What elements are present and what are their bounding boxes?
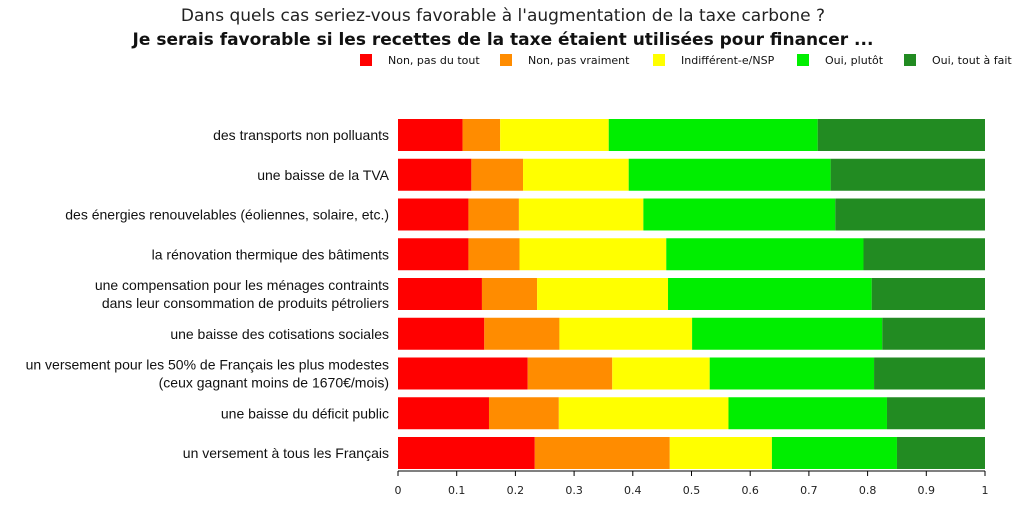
bar-segment [835, 198, 985, 231]
category-label: un versement pour les 50% de Français le… [26, 357, 389, 391]
x-tick-label: 1 [982, 484, 989, 497]
x-tick-label: 0.3 [565, 484, 583, 497]
bar-segment [874, 357, 985, 390]
bar-segment [471, 158, 524, 191]
x-tick-label: 0.2 [507, 484, 525, 497]
category-labels: des transports non polluants une baisse d… [26, 127, 390, 461]
bar-segment [728, 397, 887, 430]
bar-segment [398, 119, 463, 151]
bar-segment [863, 238, 985, 271]
legend-swatch [360, 54, 372, 66]
bar-segment [871, 278, 985, 310]
chart-subtitle: Je serais favorable si les recettes de l… [132, 30, 874, 50]
bar-segment [398, 158, 472, 191]
x-axis: 0 0.1 0.2 0.3 0.4 0.5 0.6 0.7 0.8 0.9 1 [395, 470, 989, 497]
category-label: la rénovation thermique des bâtiments [152, 246, 389, 262]
bar-segment [608, 119, 818, 151]
x-tick-label: 0.1 [448, 484, 466, 497]
bar-segment [518, 198, 644, 231]
bar-segment [771, 437, 897, 469]
bar-segment [398, 198, 469, 231]
bar-segment [882, 317, 985, 350]
bar-segment [559, 317, 693, 350]
legend-label: Indifférent-e/NSP [681, 54, 775, 67]
category-label: des transports non polluants [213, 127, 389, 143]
bar-segment [643, 198, 836, 231]
bar-segment [668, 278, 872, 310]
legend-label: Non, pas vraiment [528, 54, 630, 67]
category-label: une compensation pour les ménages contra… [95, 277, 389, 311]
bar-segment [830, 158, 985, 191]
bar-segment [462, 119, 501, 151]
bar-segment [519, 238, 667, 271]
bar-segment [886, 397, 985, 430]
x-tick-label: 0.4 [624, 484, 642, 497]
legend-swatch [904, 54, 916, 66]
bar-segment [398, 278, 482, 310]
legend-swatch [653, 54, 665, 66]
bar-segment [398, 317, 485, 350]
bar-segment [896, 437, 985, 469]
legend-swatch [797, 54, 809, 66]
legend-label: Oui, tout à fait [932, 54, 1012, 67]
bar-segment [669, 437, 772, 469]
category-label: une baisse du déficit public [221, 405, 389, 421]
x-tick-label: 0.5 [683, 484, 701, 497]
x-tick-label: 0.6 [741, 484, 759, 497]
bar-segment [481, 278, 538, 310]
legend: Non, pas du tout Non, pas vraiment Indiffé… [360, 54, 1012, 67]
bar-segment [612, 357, 710, 390]
bar-segment [628, 158, 831, 191]
chart-title: Dans quels cas seriez-vous favorable à l… [180, 6, 826, 26]
bar-segment [817, 119, 985, 151]
x-tick-label: 0.7 [800, 484, 818, 497]
category-label: un versement à tous les Français [183, 445, 389, 461]
category-label: une baisse de la TVA [257, 167, 389, 183]
legend-label: Non, pas du tout [388, 54, 480, 67]
bar-segment [709, 357, 875, 390]
bar-segment [398, 238, 469, 271]
bar-segment [692, 317, 883, 350]
bar-segment [534, 437, 670, 469]
x-tick-label: 0 [395, 484, 402, 497]
bar-segment [527, 357, 613, 390]
bar-segment [500, 119, 609, 151]
legend-swatch [500, 54, 512, 66]
category-label: une baisse des cotisations sociales [170, 326, 389, 342]
x-tick-label: 0.8 [859, 484, 877, 497]
bar-segment [558, 397, 729, 430]
bar-segment [488, 397, 559, 430]
x-tick-label: 0.9 [918, 484, 936, 497]
bar-segment [398, 437, 535, 469]
bar-segment [523, 158, 629, 191]
bar-segment [468, 238, 520, 271]
bar-segment [468, 198, 519, 231]
bar-segment [484, 317, 560, 350]
bar-segment [537, 278, 669, 310]
bar-segment [398, 357, 528, 390]
legend-label: Oui, plutôt [825, 54, 884, 67]
category-label: des énergies renouvelables (éoliennes, s… [65, 207, 389, 223]
bars [398, 119, 985, 469]
bar-segment [398, 397, 489, 430]
bar-segment [666, 238, 864, 271]
